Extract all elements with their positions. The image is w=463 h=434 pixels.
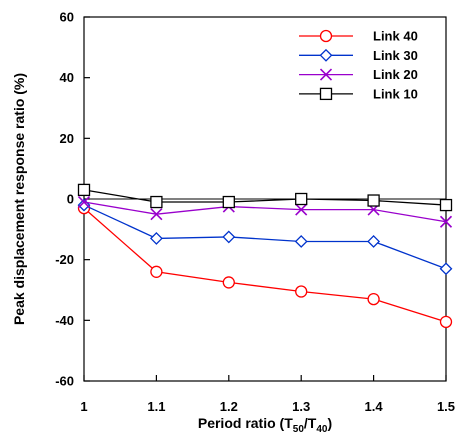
x-tick-label: 1.5 <box>437 399 455 414</box>
legend-label: Link 10 <box>373 86 418 101</box>
series-line-link-30 <box>83 204 447 270</box>
legend-swatch-marker <box>319 29 333 43</box>
y-axis-title: Peak displacement response ratio (%) <box>11 73 27 325</box>
data-point-link-40 <box>222 276 235 289</box>
x-axis-title-sub2: 40 <box>316 424 328 434</box>
data-point-link-40 <box>295 285 308 298</box>
legend-item-link-10: Link 10 <box>299 86 418 101</box>
x-tick-label: 1 <box>80 399 87 414</box>
data-point-link-10 <box>367 194 380 207</box>
data-point-link-30 <box>367 235 381 248</box>
data-point-link-30 <box>222 230 236 244</box>
x-axis-title-end: ) <box>327 415 332 431</box>
x-tick-label: 1.2 <box>220 399 238 414</box>
legend-label: Link 30 <box>373 48 418 63</box>
data-point-link-40 <box>367 292 380 306</box>
x-axis-title-main: Period ratio (T <box>198 415 293 431</box>
data-point-link-10 <box>150 195 163 209</box>
legend-item-link-30: Link 30 <box>299 48 418 63</box>
data-point-link-20 <box>77 195 91 209</box>
data-point-link-20 <box>150 208 163 221</box>
data-point-link-30 <box>149 232 163 245</box>
legend-swatch-marker <box>319 87 333 101</box>
y-tick-label: 60 <box>60 10 74 25</box>
data-point-link-10 <box>295 192 308 206</box>
x-axis-title-sub1: 50 <box>293 424 305 434</box>
data-point-link-10 <box>222 195 235 209</box>
data-point-link-20 <box>295 203 308 216</box>
data-point-link-20 <box>439 215 453 228</box>
y-tick-label: 40 <box>60 70 74 85</box>
x-axis-title-mid: /T <box>304 415 317 431</box>
legend-swatch-marker <box>319 68 333 81</box>
y-tick-label: 20 <box>60 131 74 146</box>
x-tick-label: 1.4 <box>365 399 384 414</box>
series-line-link-40 <box>83 207 447 323</box>
y-tick-label: 0 <box>67 192 74 207</box>
legend-label: Link 20 <box>373 67 418 82</box>
legend: Link 40 Link 30 Link 20 Link 10 <box>299 29 418 101</box>
legend-item-link-40: Link 40 <box>299 29 418 44</box>
ticks-layer: 1 1.1 1.2 1.3 1.4 1.5 60 40 20 0 -20 -40 -60 <box>55 10 455 415</box>
y-tick-label: -60 <box>55 374 74 389</box>
data-point-link-40 <box>150 265 163 278</box>
legend-item-link-20: Link 20 <box>299 67 418 82</box>
series-line-link-10 <box>83 189 447 206</box>
data-point-link-10 <box>77 183 91 197</box>
series-layer <box>77 183 453 329</box>
x-tick-label: 1.3 <box>292 399 310 414</box>
y-tick-label: -20 <box>55 252 74 267</box>
data-point-link-30 <box>439 262 453 276</box>
x-tick-label: 1.1 <box>147 399 165 414</box>
x-axis-title: Period ratio (T50/T40) <box>198 415 332 434</box>
data-point-link-10 <box>439 198 453 212</box>
data-point-link-30 <box>294 235 308 248</box>
legend-swatch-marker <box>319 48 333 62</box>
series-line-link-20 <box>83 201 447 223</box>
data-point-link-40 <box>439 315 453 329</box>
legend-label: Link 40 <box>373 29 418 44</box>
y-tick-label: -40 <box>55 313 74 328</box>
